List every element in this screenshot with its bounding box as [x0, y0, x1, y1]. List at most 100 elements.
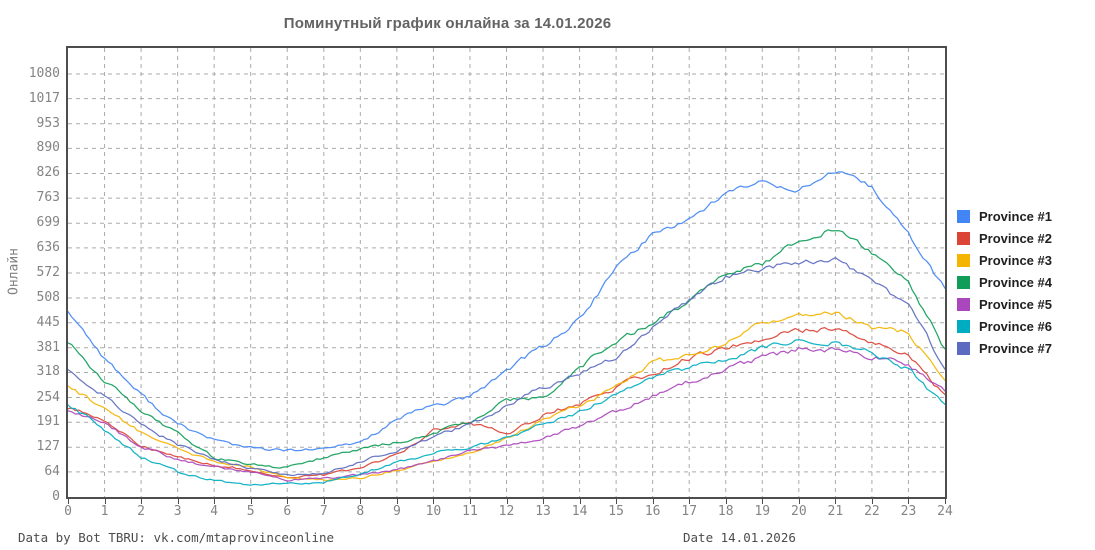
x-tick-label: 9	[392, 504, 401, 519]
plot-area	[66, 46, 947, 499]
x-tick-mark	[323, 499, 325, 504]
x-tick-mark	[579, 499, 581, 504]
x-tick-label: 4	[210, 504, 219, 519]
x-tick-label: 21	[827, 504, 844, 519]
x-tick-label: 11	[462, 504, 478, 519]
y-tick-label: 445	[36, 314, 60, 330]
x-tick-label: 2	[137, 504, 145, 519]
x-tick-mark	[762, 499, 764, 504]
legend-item: Province #5	[957, 293, 1052, 315]
y-tick-label: 763	[36, 190, 60, 206]
legend-label: Province #7	[979, 340, 1052, 356]
x-tick-mark	[250, 499, 252, 504]
legend-color-chip	[957, 341, 970, 355]
chart-canvas	[68, 48, 945, 497]
x-tick-mark	[104, 499, 106, 504]
legend-color-chip	[957, 275, 970, 289]
series-line-6	[68, 339, 945, 486]
x-tick-mark	[433, 499, 435, 504]
x-tick-label: 18	[717, 504, 734, 519]
y-tick-label: 1080	[28, 66, 60, 81]
legend: Province #1 Province #2 Province #3 Provinc…	[957, 205, 1052, 359]
x-tick-label: 5	[246, 504, 255, 519]
x-tick-label: 22	[864, 504, 880, 519]
x-tick-label: 6	[283, 504, 292, 519]
x-tick-mark	[689, 499, 691, 504]
legend-color-chip	[957, 209, 970, 223]
y-tick-label: 127	[36, 439, 60, 455]
y-tick-label: 636	[36, 239, 60, 255]
legend-item: Province #4	[957, 271, 1052, 293]
x-tick-mark	[835, 499, 837, 504]
x-tick-label: 7	[319, 504, 328, 519]
legend-item: Province #3	[957, 249, 1052, 271]
legend-color-chip	[957, 297, 970, 311]
y-tick-label: 572	[36, 264, 60, 280]
x-tick-label: 1	[100, 504, 109, 519]
series-line-5	[68, 346, 945, 482]
x-tick-mark	[177, 499, 179, 504]
x-tick-mark	[616, 499, 618, 504]
series-line-7	[68, 256, 945, 477]
series-line-1	[68, 171, 945, 452]
legend-color-chip	[957, 253, 970, 267]
x-tick-mark	[725, 499, 727, 504]
x-tick-label: 20	[791, 504, 807, 519]
x-tick-mark	[945, 499, 946, 504]
x-tick-label: 13	[535, 504, 551, 519]
y-tick-label: 699	[36, 215, 60, 231]
y-tick-label: 890	[36, 140, 60, 156]
y-tick-label: 508	[36, 290, 60, 306]
y-tick-label: 191	[36, 414, 60, 430]
legend-item: Province #2	[957, 227, 1052, 249]
x-tick-mark	[908, 499, 910, 504]
x-tick-mark	[871, 499, 873, 504]
legend-label: Province #4	[979, 274, 1052, 290]
x-tick-label: 10	[425, 504, 442, 519]
y-tick-label: 826	[36, 165, 60, 181]
legend-item: Province #1	[957, 205, 1052, 227]
y-tick-label: 254	[36, 389, 60, 405]
x-tick-label: 16	[644, 504, 661, 519]
y-tick-label: 1017	[28, 90, 60, 106]
x-tick-mark	[469, 499, 471, 504]
x-tick-mark	[68, 499, 69, 504]
x-tick-mark	[652, 499, 654, 504]
footer-credit: Data by Bot TBRU: vk.com/mtaprovinceonli…	[18, 530, 335, 545]
legend-color-chip	[957, 319, 970, 333]
x-tick-label: 19	[754, 504, 771, 519]
x-tick-mark	[396, 499, 398, 504]
x-tick-mark	[214, 499, 216, 504]
x-tick-mark	[798, 499, 800, 504]
legend-label: Province #1	[979, 208, 1052, 224]
y-tick-label: 381	[36, 339, 60, 355]
legend-color-chip	[957, 231, 970, 245]
x-tick-label: 8	[356, 504, 365, 519]
x-tick-mark	[287, 499, 289, 504]
x-tick-mark	[360, 499, 362, 504]
x-tick-label: 0	[64, 504, 72, 519]
y-tick-label: 64	[44, 463, 60, 479]
legend-item: Province #6	[957, 315, 1052, 337]
x-tick-label: 17	[681, 504, 698, 519]
x-tick-label: 14	[571, 504, 588, 519]
footer-date: Date 14.01.2026	[683, 530, 796, 545]
x-tick-label: 12	[498, 504, 515, 519]
y-tick-label: 953	[36, 115, 60, 131]
y-tick-label: 0	[52, 489, 60, 504]
x-tick-mark	[543, 499, 545, 504]
legend-label: Province #6	[979, 318, 1052, 334]
x-tick-label: 3	[173, 504, 182, 519]
legend-label: Province #5	[979, 296, 1052, 312]
chart-title: Поминутный график онлайна за 14.01.2026	[283, 15, 612, 32]
x-tick-mark	[506, 499, 508, 504]
legend-item: Province #7	[957, 337, 1052, 359]
x-tick-mark	[141, 499, 143, 504]
legend-label: Province #2	[979, 230, 1052, 246]
legend-label: Province #3	[979, 252, 1052, 268]
x-tick-label: 24	[937, 504, 953, 519]
y-tick-label: 318	[36, 364, 60, 380]
x-tick-label: 15	[608, 504, 624, 519]
x-tick-label: 23	[900, 504, 917, 519]
